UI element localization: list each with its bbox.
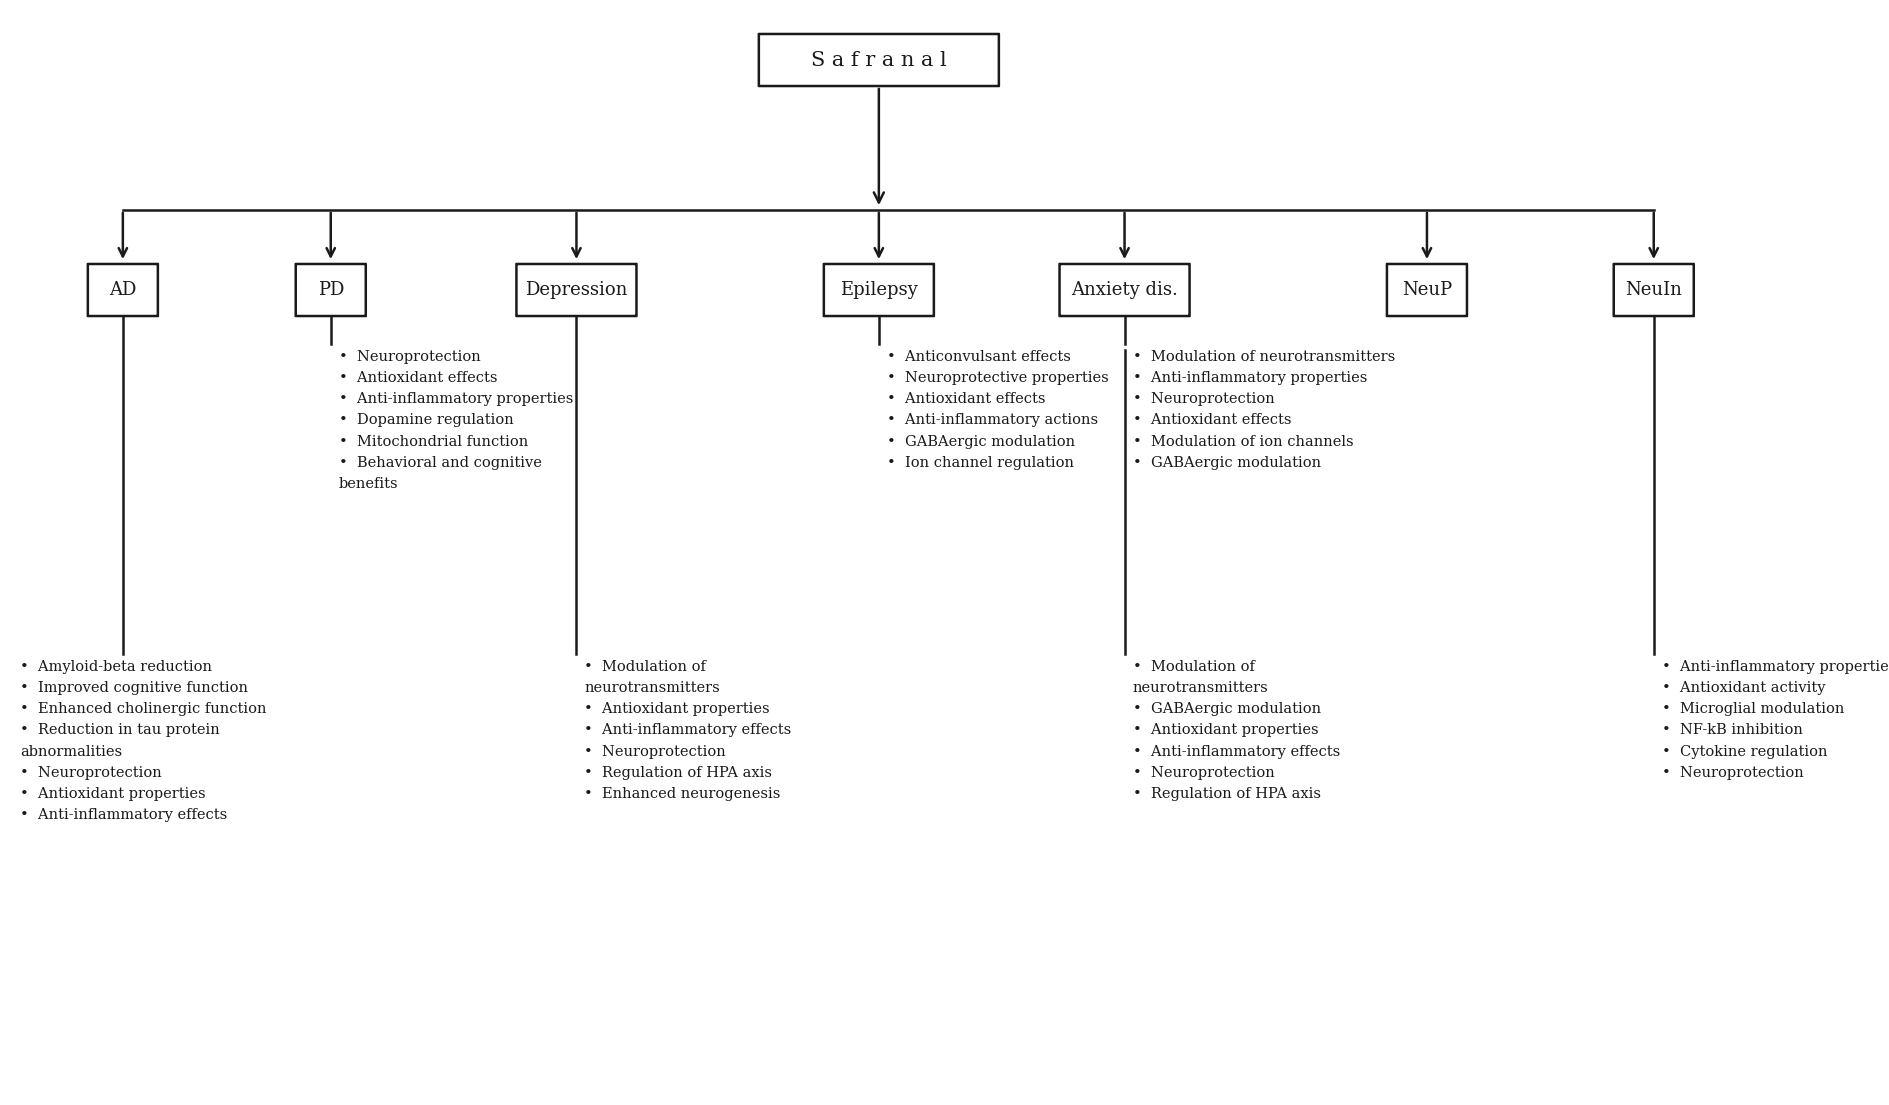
Text: •  Modulation of
neurotransmitters
•  GABAergic modulation
•  Antioxidant proper: • Modulation of neurotransmitters • GABA… [1132,660,1339,801]
FancyBboxPatch shape [516,264,637,316]
FancyBboxPatch shape [87,264,159,316]
Text: AD: AD [110,281,136,299]
FancyBboxPatch shape [1387,264,1466,316]
Text: NeuIn: NeuIn [1625,281,1681,299]
Text: Anxiety dis.: Anxiety dis. [1071,281,1177,299]
Text: Depression: Depression [525,281,627,299]
FancyBboxPatch shape [824,264,933,316]
FancyBboxPatch shape [295,264,366,316]
FancyBboxPatch shape [759,34,999,86]
FancyBboxPatch shape [1613,264,1693,316]
Text: •  Amyloid-beta reduction
•  Improved cognitive function
•  Enhanced cholinergic: • Amyloid-beta reduction • Improved cogn… [21,660,266,822]
Text: PD: PD [317,281,344,299]
FancyBboxPatch shape [1060,264,1188,316]
Text: Epilepsy: Epilepsy [839,281,918,299]
Text: •  Modulation of
neurotransmitters
•  Antioxidant properties
•  Anti-inflammator: • Modulation of neurotransmitters • Anti… [584,660,791,801]
Text: •  Neuroprotection
•  Antioxidant effects
•  Anti-inflammatory properties
•  Dop: • Neuroprotection • Antioxidant effects … [338,350,572,491]
Text: NeuP: NeuP [1402,281,1451,299]
Text: •  Anticonvulsant effects
•  Neuroprotective properties
•  Antioxidant effects
•: • Anticonvulsant effects • Neuroprotecti… [886,350,1109,470]
Text: S a f r a n a l: S a f r a n a l [810,51,946,70]
Text: •  Modulation of neurotransmitters
•  Anti-inflammatory properties
•  Neuroprote: • Modulation of neurotransmitters • Anti… [1132,350,1394,470]
Text: •  Anti-inflammatory properties
•  Antioxidant activity
•  Microglial modulation: • Anti-inflammatory properties • Antioxi… [1660,660,1889,780]
